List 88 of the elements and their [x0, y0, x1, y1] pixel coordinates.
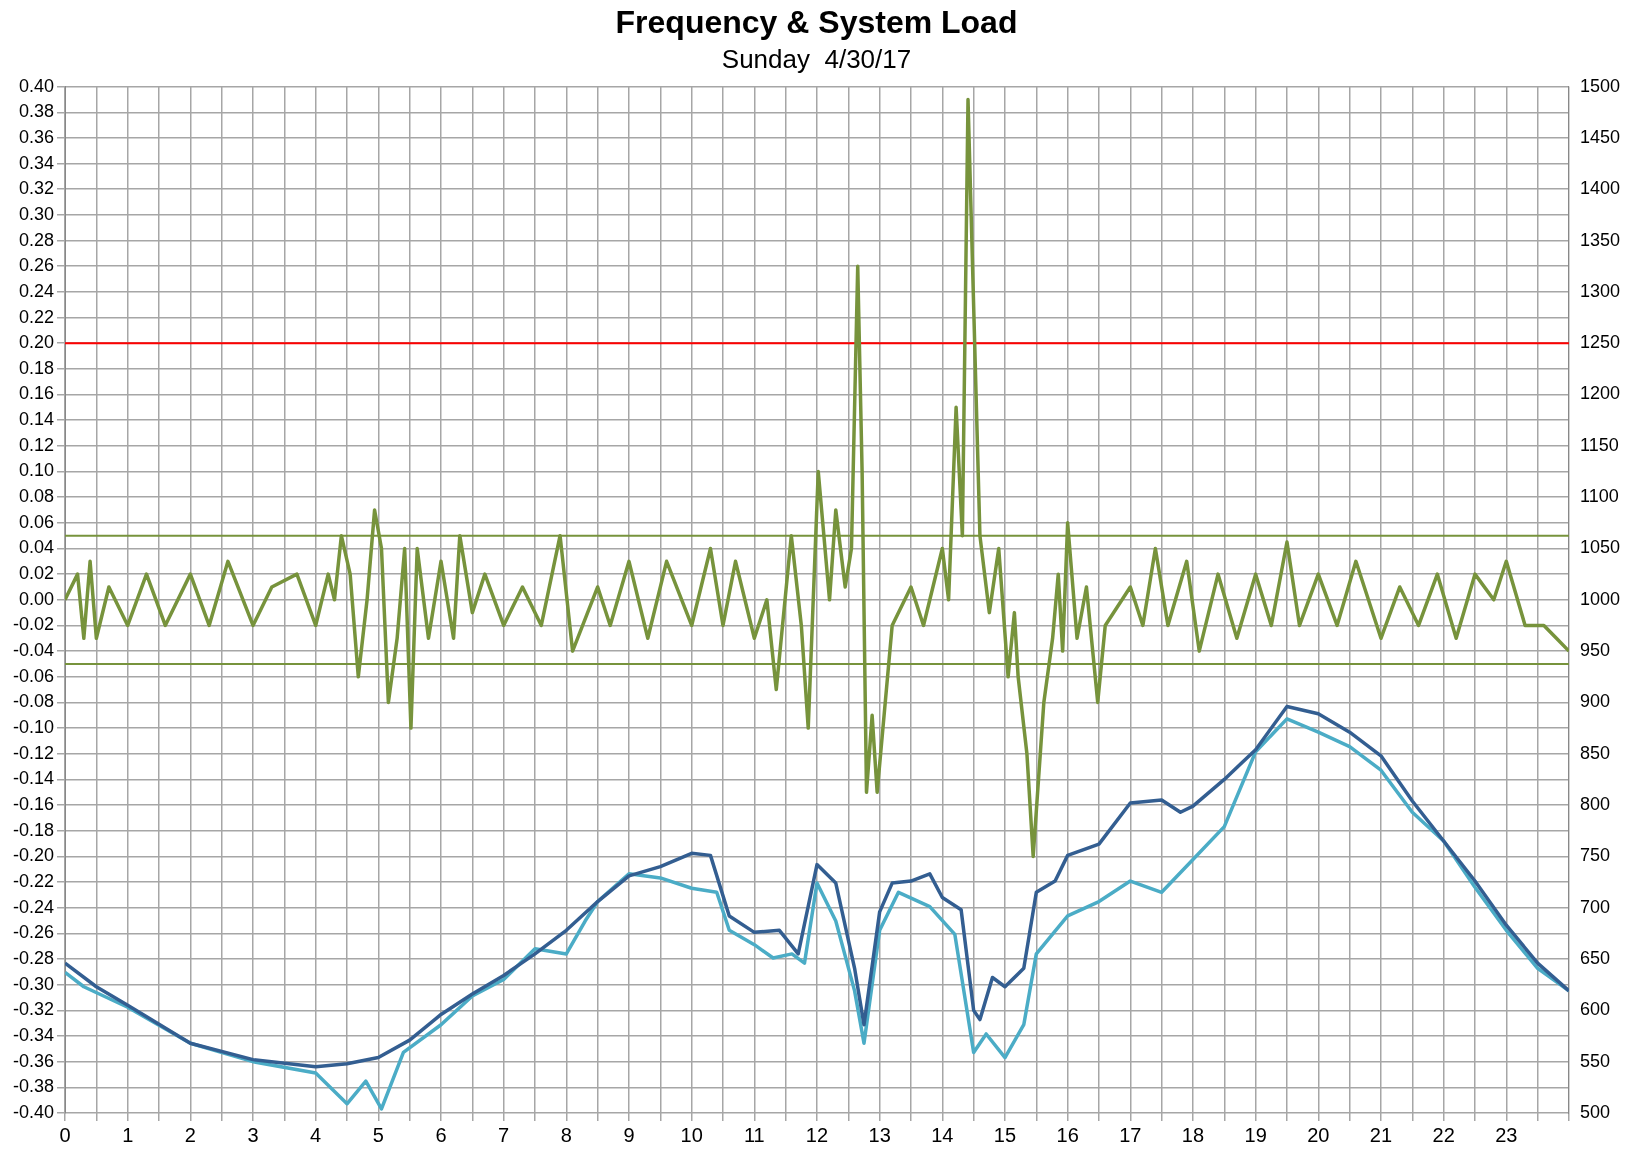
x-tick-label: 0	[59, 1123, 71, 1146]
y-tick-label: 0.28	[18, 229, 55, 250]
y2-tick-label: 1100	[1579, 486, 1619, 507]
y-tick-label: -0.18	[13, 819, 55, 840]
y2-tick-label: 1200	[1579, 383, 1620, 404]
x-tick-label: 6	[435, 1123, 447, 1146]
x-tick-label: 18	[1181, 1123, 1205, 1146]
y-tick-label: -0.22	[13, 871, 55, 892]
y-tick-label: -0.38	[13, 1076, 55, 1097]
x-tick-label: 17	[1119, 1123, 1142, 1146]
y-tick-label: 0.16	[18, 383, 55, 404]
y-tick-label: -0.10	[13, 717, 55, 738]
y-tick-label: 0.38	[18, 101, 55, 122]
y2-tick-label: 650	[1579, 948, 1610, 969]
x-tick-label: 12	[805, 1123, 829, 1146]
y2-tick-label: 1300	[1579, 280, 1620, 301]
x-tick-label: 14	[931, 1123, 954, 1146]
y-tick-label: 0.40	[18, 75, 55, 96]
y2-tick-label: 1050	[1579, 537, 1620, 558]
x-tick-label: 13	[868, 1123, 891, 1146]
y2-tick-label: 1400	[1579, 178, 1620, 199]
chart-subtitle: Sunday 4/30/17	[721, 44, 912, 75]
x-tick-label: 15	[993, 1123, 1017, 1146]
x-tick-label: 9	[623, 1123, 635, 1146]
y2-tick-label: 600	[1579, 999, 1610, 1020]
x-tick-label: 11	[743, 1123, 765, 1146]
y-tick-label: 0.18	[18, 357, 55, 378]
x-tick-label: 4	[310, 1123, 322, 1146]
x-tick-label: 21	[1369, 1123, 1393, 1146]
y-tick-label: 0.34	[18, 152, 55, 173]
y-tick-label: 0.22	[18, 306, 55, 327]
y-tick-label: -0.26	[13, 922, 55, 943]
x-tick-label: 10	[680, 1123, 703, 1146]
y-tick-label: 0.30	[18, 203, 55, 224]
y-tick-label: -0.16	[13, 794, 55, 815]
y2-tick-label: 800	[1579, 794, 1610, 815]
y2-tick-label: 550	[1579, 1050, 1610, 1071]
y-tick-label: -0.34	[13, 1024, 55, 1045]
y-tick-label: 0.08	[18, 486, 55, 507]
y-tick-label: 0.06	[18, 511, 55, 532]
x-tick-label: 3	[247, 1123, 259, 1146]
y-tick-label: 0.20	[18, 332, 55, 353]
y2-tick-label: 1350	[1579, 229, 1620, 250]
y2-tick-label: 750	[1579, 845, 1610, 866]
x-tick-label: 5	[372, 1123, 384, 1146]
y-tick-label: 0.00	[18, 588, 55, 609]
y-tick-label: 0.26	[18, 255, 55, 276]
x-tick-label: 2	[184, 1123, 196, 1146]
y2-tick-label: 1500	[1579, 75, 1620, 96]
x-tick-label: 16	[1056, 1123, 1079, 1146]
y-tick-label: -0.20	[13, 845, 55, 866]
y-tick-label: -0.36	[13, 1050, 55, 1071]
y-tick-label: -0.24	[13, 896, 55, 917]
y-tick-label: -0.32	[13, 999, 55, 1020]
y2-tick-label: 900	[1579, 691, 1610, 712]
y2-tick-label: 500	[1579, 1101, 1610, 1122]
y2-tick-label: 1150	[1579, 434, 1619, 455]
y-tick-label: -0.06	[13, 665, 55, 686]
y2-tick-label: 1450	[1579, 126, 1620, 147]
y-tick-label: -0.28	[13, 948, 55, 969]
y2-tick-label: 850	[1579, 742, 1610, 763]
y-tick-label: -0.08	[13, 691, 55, 712]
x-tick-label: 8	[560, 1123, 572, 1146]
x-tick-label: 1	[122, 1123, 134, 1146]
y-tick-label: -0.14	[13, 768, 55, 789]
x-tick-label: 19	[1244, 1123, 1267, 1146]
x-tick-label: 23	[1495, 1123, 1518, 1146]
y-tick-label: -0.40	[13, 1101, 55, 1122]
y-tick-label: 0.12	[18, 434, 55, 455]
y-tick-label: 0.02	[18, 563, 55, 584]
y-tick-label: 0.04	[18, 537, 55, 558]
y-tick-label: -0.02	[13, 614, 55, 635]
x-tick-label: 7	[498, 1123, 510, 1146]
y-tick-label: 0.32	[18, 178, 55, 199]
y-tick-label: 0.24	[18, 280, 55, 301]
x-tick-label: 20	[1307, 1123, 1330, 1146]
y2-tick-label: 1250	[1579, 332, 1620, 353]
y-tick-label: 0.10	[18, 460, 55, 481]
y2-tick-label: 700	[1579, 896, 1610, 917]
y2-tick-label: 950	[1579, 640, 1610, 661]
y-tick-label: 0.36	[18, 126, 55, 147]
y-tick-label: 0.14	[18, 409, 55, 430]
x-tick-label: 22	[1432, 1123, 1455, 1146]
y2-tick-label: 1000	[1579, 588, 1620, 609]
y-tick-label: -0.30	[13, 973, 55, 994]
y-tick-label: -0.12	[13, 742, 55, 763]
y-tick-label: -0.04	[13, 640, 55, 661]
chart-title: Frequency & System Load	[615, 4, 1018, 41]
